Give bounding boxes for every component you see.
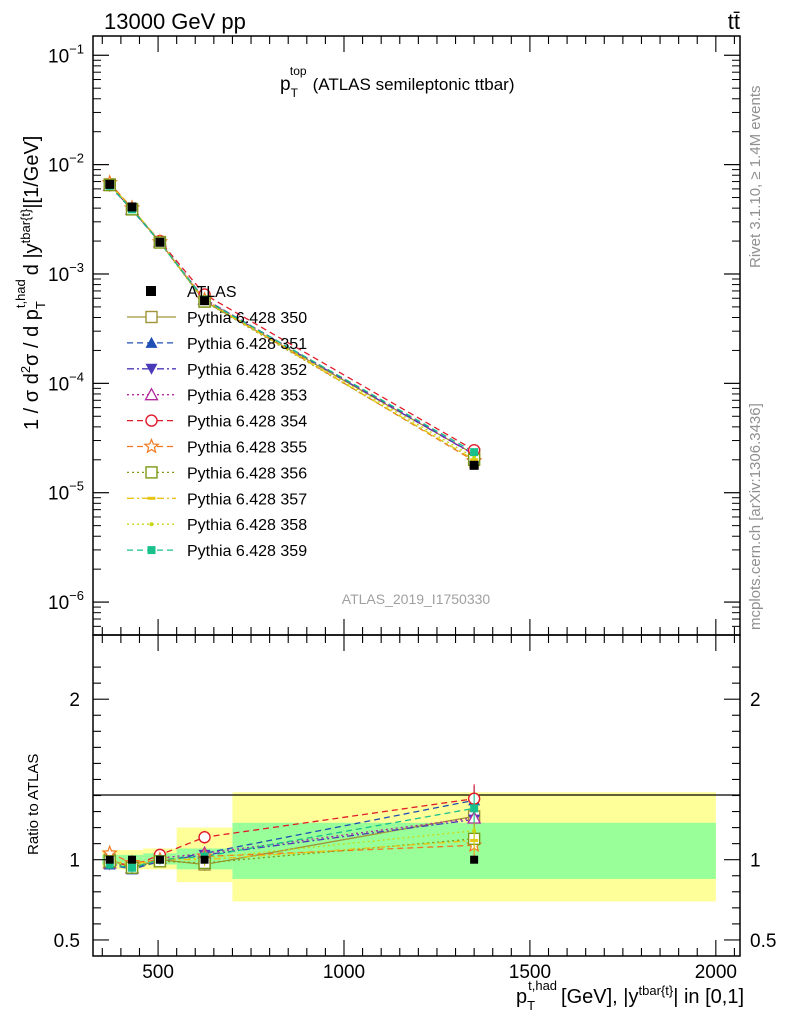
ratio-atlas-point [155,855,164,864]
ratio-y-tick-label: 2 [69,690,80,711]
atlas-data-point [200,296,210,306]
ratio-point-s9 [128,863,137,872]
main-y-tick-label: 10−2 [48,151,84,177]
main-title: pTtop(ATLAS semileptonic ttbar) [280,64,514,100]
ratio-series-layer [101,784,483,875]
legend-label-9: Pythia 6.428 359 [187,543,307,560]
legend-marker-4 [145,414,158,427]
legend-marker-3 [144,387,159,401]
legend-label-2: Pythia 6.428 352 [187,362,307,379]
main-panel: 10−1 10−2 10−3 10−4 10−5 10−6 pTtop(ATLAS sem… [13,35,741,636]
legend-marker-atlas [146,286,156,296]
beam-energy-label: 13000 GeV pp [104,9,246,34]
main-y-axis-label: 1 / σ d2σ / d pTt,hadd |ytbar{t}|[1/GeV] [13,136,48,430]
main-reference-layer [105,179,479,470]
legend: ATLAS Pythia 6.428 350 Pythia 6.428 351 Pyt… [127,284,307,560]
ratio-panel: 0.5 0.5 1 1 2 2 500 1000 1500 2000 Ratio to ATLA… [25,634,776,1013]
ratio-y-tick-label: 0.5 [54,931,80,952]
x-axis-label: pTt,had[GeV], |ytbar{t}| in [0,1] [516,978,744,1013]
legend-label-atlas: ATLAS [187,284,237,301]
ratio-atlas-point [128,855,137,864]
ratio-atlas-point [105,855,114,864]
ratio-y-tick-label-right: 1 [750,851,761,872]
atlas-data-point [105,179,115,189]
main-y-tick-label: 10−5 [48,479,84,505]
ratio-y-tick-label-right: 2 [750,690,761,711]
x-tick-label: 500 [142,962,174,983]
ratio-atlas-point [200,855,209,864]
x-tick-label: 2000 [695,962,737,983]
atlas-data-point [127,202,137,212]
legend-marker-9 [147,546,156,555]
legend-label-8: Pythia 6.428 358 [187,517,307,534]
legend-marker-0 [145,310,158,324]
atlas-data-point [469,460,479,470]
x-tick-label: 1000 [323,962,365,983]
ratio-point-s9 [470,804,479,813]
legend-marker-1 [145,336,158,348]
main-point-s7 [470,458,479,462]
ratio-point-s9 [105,860,114,869]
legend-marker-6 [145,466,158,479]
x-tick-label: 1500 [509,962,551,983]
ratio-atlas-point [470,855,479,864]
ratio-y-axis-label: Ratio to ATLAS [25,754,42,855]
main-y-tick-label: 10−3 [48,260,84,286]
legend-label-4: Pythia 6.428 354 [187,414,307,431]
legend-label-1: Pythia 6.428 351 [187,336,307,353]
legend-marker-2 [145,363,158,375]
main-y-tick-label: 10−1 [48,41,84,67]
main-y-tick-label: 10−4 [48,369,84,395]
mcplots-label: mcplots.cern.ch [arXiv:1306.3436] [747,403,764,630]
atlas-data-point [155,237,165,247]
ratio-uncertainty-bands [102,792,716,902]
ratio-y-ticks: 0.5 0.5 1 1 2 2 [54,666,776,952]
main-point-s8 [472,455,477,460]
legend-marker-8 [149,522,154,527]
main-y-ticks: 10−1 10−2 10−3 10−4 10−5 10−6 [48,41,740,636]
rivet-version-label: Rivet 3.1.10, ≥ 1.4M events [747,86,764,269]
legend-marker-7 [147,496,156,500]
legend-label-5: Pythia 6.428 355 [187,440,307,457]
process-label: tt̄ [728,9,740,34]
ratio-y-tick-label-right: 0.5 [750,931,776,952]
legend-label-0: Pythia 6.428 350 [187,310,307,327]
legend-label-7: Pythia 6.428 357 [187,491,307,508]
main-point-s9 [470,448,479,457]
ratio-point-s8 [472,828,477,833]
legend-label-3: Pythia 6.428 353 [187,388,307,405]
ratio-x-ticks: 500 1000 1500 2000 [101,635,737,983]
legend-label-6: Pythia 6.428 356 [187,465,307,482]
main-x-ticks [101,36,735,635]
main-y-tick-label: 10−6 [48,588,84,614]
legend-marker-5 [143,437,160,454]
ratio-y-tick-label: 1 [69,851,80,872]
analysis-label: ATLAS_2019_I1750330 [342,591,491,607]
ratio-point-s4 [198,831,211,844]
